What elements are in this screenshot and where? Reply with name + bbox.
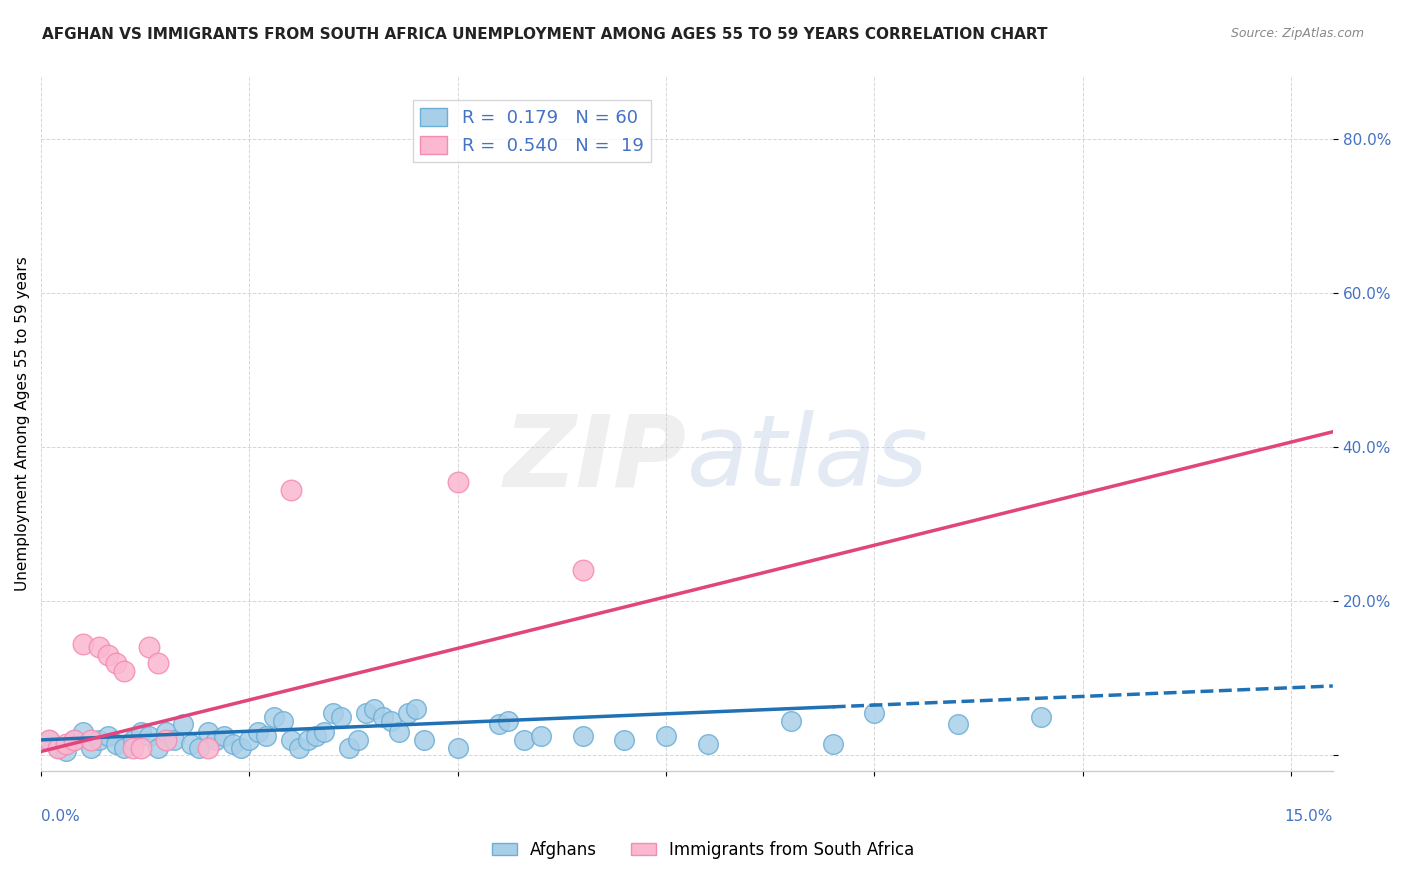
Point	[413, 732, 436, 747]
Point	[354, 706, 377, 720]
Point	[129, 740, 152, 755]
Point	[363, 702, 385, 716]
Point	[114, 740, 136, 755]
Point	[89, 640, 111, 655]
Point	[72, 725, 94, 739]
Point	[89, 732, 111, 747]
Point	[155, 732, 177, 747]
Point	[780, 714, 803, 728]
Point	[55, 737, 77, 751]
Point	[97, 648, 120, 662]
Point	[405, 702, 427, 716]
Point	[297, 732, 319, 747]
Point	[146, 656, 169, 670]
Point	[821, 737, 844, 751]
Point	[346, 732, 368, 747]
Point	[380, 714, 402, 728]
Text: AFGHAN VS IMMIGRANTS FROM SOUTH AFRICA UNEMPLOYMENT AMONG AGES 55 TO 59 YEARS CO: AFGHAN VS IMMIGRANTS FROM SOUTH AFRICA U…	[42, 27, 1047, 42]
Point	[80, 740, 103, 755]
Point	[205, 732, 228, 747]
Point	[214, 729, 236, 743]
Point	[55, 744, 77, 758]
Legend: Afghans, Immigrants from South Africa: Afghans, Immigrants from South Africa	[485, 835, 921, 866]
Point	[1029, 710, 1052, 724]
Point	[863, 706, 886, 720]
Point	[288, 740, 311, 755]
Point	[488, 717, 510, 731]
Point	[172, 717, 194, 731]
Point	[571, 563, 593, 577]
Point	[263, 710, 285, 724]
Point	[155, 725, 177, 739]
Point	[197, 740, 219, 755]
Text: Source: ZipAtlas.com: Source: ZipAtlas.com	[1230, 27, 1364, 40]
Point	[530, 729, 553, 743]
Point	[146, 740, 169, 755]
Point	[322, 706, 344, 720]
Point	[946, 717, 969, 731]
Point	[121, 732, 143, 747]
Point	[339, 740, 361, 755]
Point	[254, 729, 277, 743]
Point	[513, 732, 536, 747]
Point	[388, 725, 411, 739]
Point	[447, 740, 470, 755]
Point	[38, 732, 60, 747]
Point	[696, 737, 718, 751]
Point	[129, 725, 152, 739]
Point	[229, 740, 252, 755]
Point	[138, 729, 160, 743]
Point	[114, 664, 136, 678]
Point	[246, 725, 269, 739]
Text: atlas: atlas	[688, 410, 928, 508]
Point	[238, 732, 260, 747]
Point	[305, 729, 328, 743]
Point	[38, 732, 60, 747]
Text: 0.0%: 0.0%	[41, 809, 80, 824]
Point	[138, 640, 160, 655]
Point	[63, 732, 86, 747]
Point	[396, 706, 419, 720]
Point	[180, 737, 202, 751]
Point	[197, 725, 219, 739]
Point	[63, 732, 86, 747]
Text: 15.0%: 15.0%	[1285, 809, 1333, 824]
Point	[496, 714, 519, 728]
Point	[655, 729, 678, 743]
Point	[447, 475, 470, 489]
Point	[222, 737, 245, 751]
Point	[188, 740, 211, 755]
Legend: R =  0.179   N = 60, R =  0.540   N =  19: R = 0.179 N = 60, R = 0.540 N = 19	[413, 100, 651, 162]
Point	[314, 725, 336, 739]
Y-axis label: Unemployment Among Ages 55 to 59 years: Unemployment Among Ages 55 to 59 years	[15, 257, 30, 591]
Point	[371, 710, 394, 724]
Point	[330, 710, 353, 724]
Point	[271, 714, 294, 728]
Point	[105, 737, 128, 751]
Point	[163, 732, 186, 747]
Point	[97, 729, 120, 743]
Point	[46, 740, 69, 755]
Point	[613, 732, 636, 747]
Text: ZIP: ZIP	[503, 410, 688, 508]
Point	[571, 729, 593, 743]
Point	[280, 732, 302, 747]
Point	[121, 740, 143, 755]
Point	[72, 637, 94, 651]
Point	[105, 656, 128, 670]
Point	[80, 732, 103, 747]
Point	[280, 483, 302, 497]
Point	[46, 740, 69, 755]
